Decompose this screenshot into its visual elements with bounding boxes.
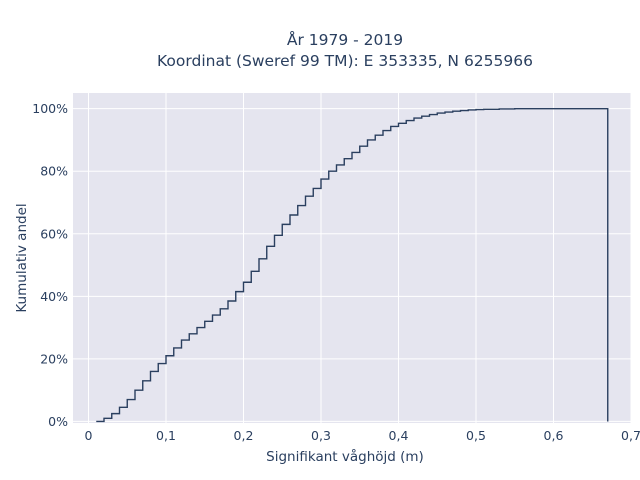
x-tick-label: 0,2 (234, 428, 254, 443)
x-tick-label: 0,1 (156, 428, 176, 443)
y-tick-label: 20% (40, 351, 68, 366)
y-tick-label: 40% (40, 289, 68, 304)
chart-title-line2: Koordinat (Sweref 99 TM): E 353335, N 62… (157, 52, 533, 70)
x-tick-labels: 0 0,1 0,2 0,3 0,4 0,5 0,6 0,7 (85, 428, 640, 443)
y-tick-labels: 0% 20% 40% 60% 80% 100% (32, 101, 68, 429)
chart-title-line1: År 1979 - 2019 (287, 30, 403, 49)
x-tick-label: 0,4 (389, 428, 409, 443)
y-tick-label: 80% (40, 164, 68, 179)
y-tick-label: 100% (32, 101, 68, 116)
y-axis-title: Kumulativ andel (14, 203, 30, 312)
ecdf-step-line (96, 107, 609, 423)
y-tick-label: 60% (40, 226, 68, 241)
x-tick-label: 0,3 (311, 428, 331, 443)
y-tick-label: 0% (48, 414, 68, 429)
x-tick-label: 0,6 (544, 428, 564, 443)
x-axis-title: Signifikant våghöjd (m) (266, 448, 424, 465)
x-tick-label: 0,5 (466, 428, 486, 443)
x-tick-label: 0,7 (621, 428, 640, 443)
x-tick-label: 0 (85, 428, 93, 443)
plot-area (73, 93, 631, 423)
